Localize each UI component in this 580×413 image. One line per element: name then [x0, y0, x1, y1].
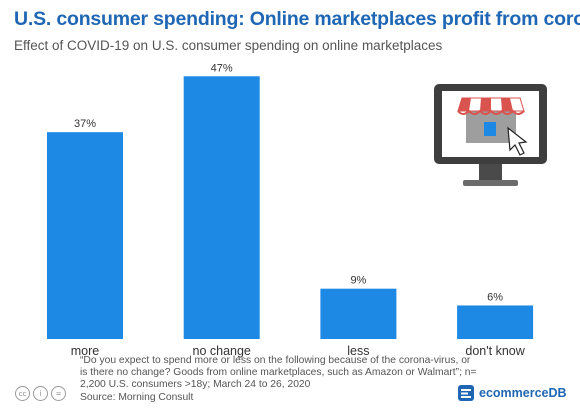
bar-no-change [183, 76, 260, 340]
brand-name: ecommerceDB [479, 386, 567, 400]
creative-commons-icon: cc [15, 386, 30, 401]
ecommercedb-logo-icon [458, 385, 474, 401]
chart-title: U.S. consumer spending: Online marketpla… [14, 8, 580, 30]
category-label: more [71, 344, 100, 358]
license-icons: cc i = [15, 386, 66, 401]
bar-less [320, 288, 397, 339]
bar-more [47, 132, 123, 339]
bar-don-t-know [457, 305, 534, 339]
bars-group: 37% more 47% no change 9% less 6% don't know [47, 62, 534, 358]
source-note: Source: Morning Consult [80, 392, 194, 403]
value-label: 47% [211, 62, 233, 74]
chart-subtitle: Effect of COVID-19 on U.S. consumer spen… [14, 38, 443, 53]
survey-note: “Do you expect to spend more or less on … [80, 355, 477, 391]
value-label: 6% [487, 291, 503, 303]
value-label: 9% [350, 275, 366, 287]
category-label: don't know [465, 344, 525, 358]
no-derivatives-icon: = [51, 386, 66, 401]
category-label: less [347, 344, 369, 358]
brand: ecommerceDB [457, 384, 567, 402]
storefront-monitor-icon [434, 84, 547, 186]
value-label: 37% [74, 118, 96, 130]
category-label: no change [193, 344, 251, 358]
attribution-icon: i [33, 386, 48, 401]
